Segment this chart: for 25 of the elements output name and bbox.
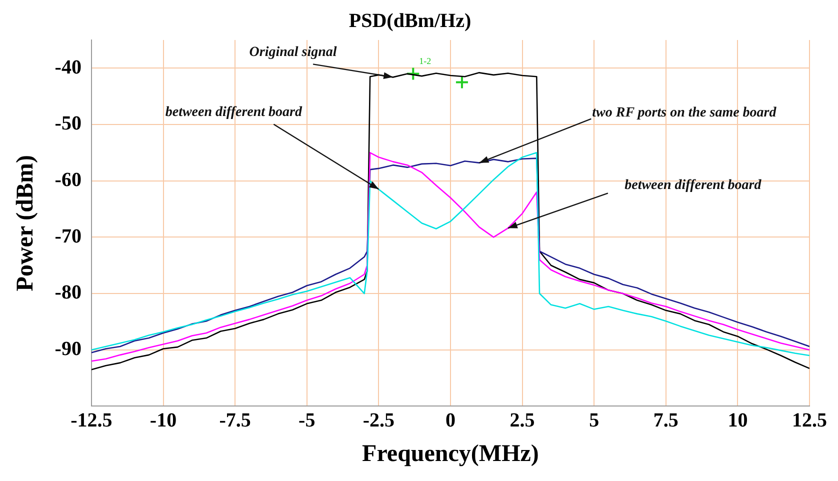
x-tick-label: -5: [298, 409, 316, 432]
x-tick-label: -12.5: [70, 409, 112, 432]
x-tick-label: 0: [445, 409, 456, 432]
x-tick-label: -7.5: [219, 409, 251, 432]
y-tick-label: -90: [54, 338, 82, 360]
annotation: Original signal: [249, 44, 337, 60]
x-tick-label: 5: [589, 409, 600, 432]
y-tick-label: -80: [54, 282, 82, 304]
x-tick-label: 2.5: [510, 409, 535, 432]
y-tick-label: -70: [54, 225, 82, 248]
x-tick-label: 12.5: [792, 409, 827, 432]
annotation: between different board: [165, 104, 303, 120]
chart-title: PSD(dBm/Hz): [348, 10, 472, 32]
x-tick-label: 7.5: [653, 409, 678, 432]
annotation: between different board: [624, 178, 762, 193]
y-tick-label: -50: [54, 112, 82, 135]
y-tick-label: -60: [54, 169, 82, 192]
x-tick-label: 10: [728, 409, 748, 432]
x-axis-title: Frequency(MHz): [362, 440, 539, 467]
annotation: 1-2: [419, 56, 432, 66]
y-axis-title: Power (dBm): [12, 155, 39, 292]
x-tick-label: -10: [150, 409, 177, 432]
annotation: two RF ports on the same board: [592, 105, 778, 120]
y-tick-label: -40: [54, 56, 82, 78]
x-tick-label: -2.5: [362, 409, 395, 432]
